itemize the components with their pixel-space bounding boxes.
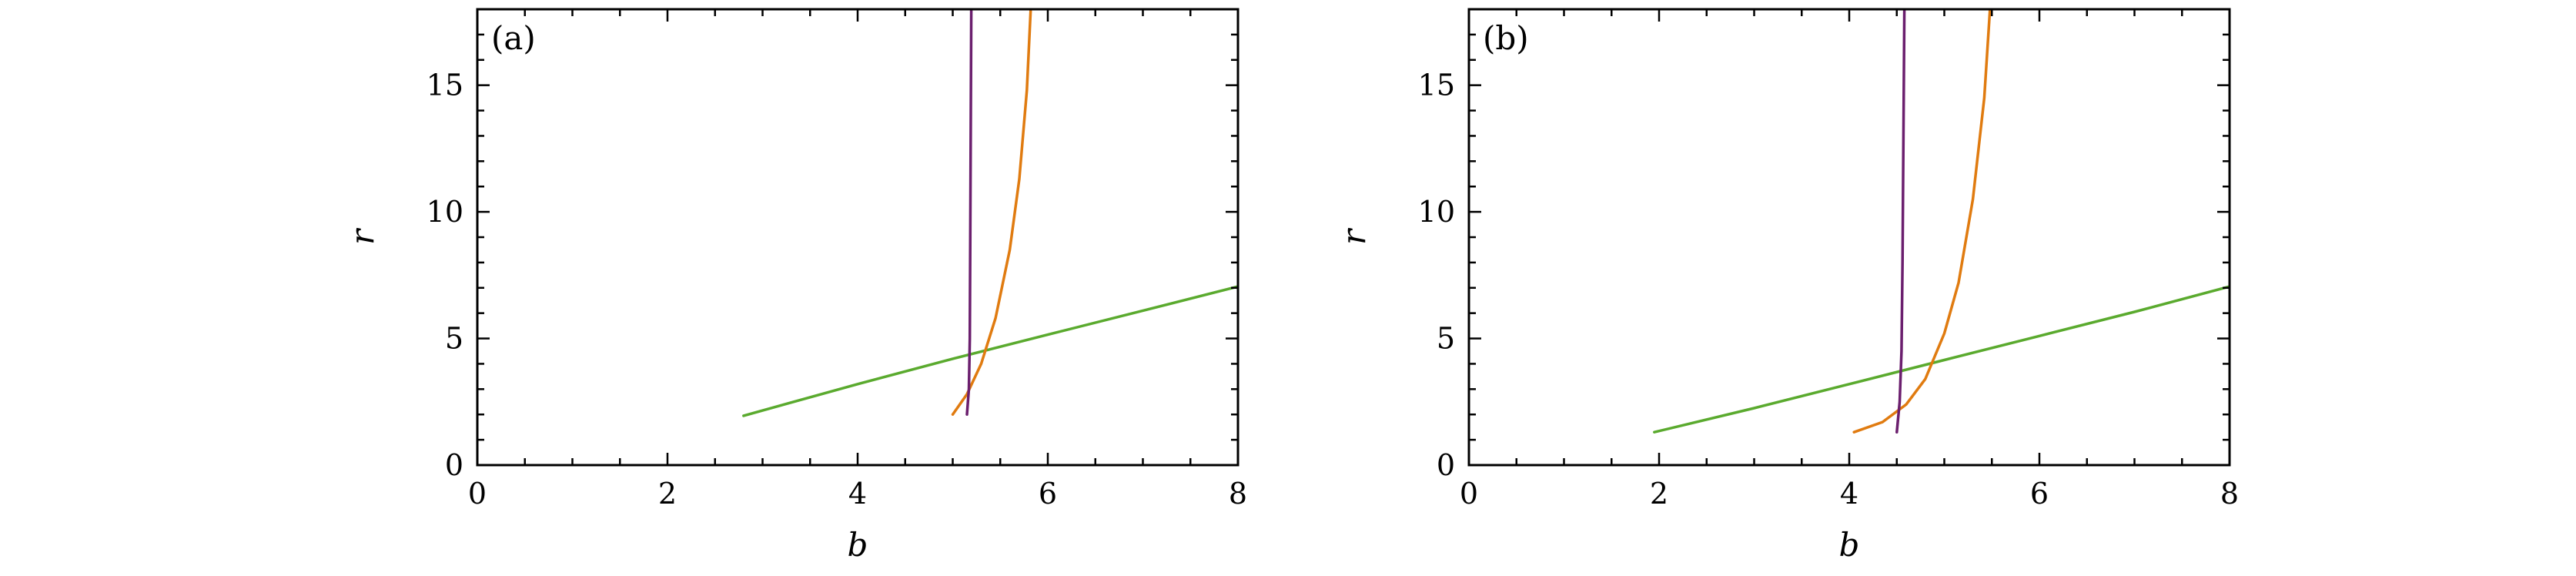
x-tick-label: 4: [848, 477, 867, 511]
x-tick-label: 2: [658, 477, 677, 511]
x-axis-title: b: [1839, 526, 1860, 564]
series-line-1: [1653, 285, 2230, 434]
x-tick-label: 0: [468, 477, 487, 511]
series-line-2: [951, 9, 1032, 416]
series-line-3: [965, 9, 973, 416]
y-tick-label: 15: [427, 69, 463, 102]
y-tick-label: 15: [1418, 69, 1455, 102]
panel-label: (b): [1483, 19, 1529, 57]
series-line-3: [1895, 9, 1906, 434]
plot-frame: [476, 8, 1239, 467]
x-tick-label: 0: [1460, 477, 1478, 511]
y-axis-title: r: [1335, 227, 1373, 245]
y-tick-label: 0: [1437, 448, 1455, 482]
y-tick-label: 10: [1418, 195, 1455, 229]
x-axis-title: b: [848, 526, 868, 564]
panel-label: (a): [491, 19, 536, 57]
x-tick-label: 2: [1650, 477, 1668, 511]
y-tick-label: 10: [427, 195, 463, 229]
y-tick-label: 5: [445, 322, 463, 356]
series-line-2: [1852, 9, 1992, 434]
x-tick-label: 8: [1229, 477, 1247, 511]
x-tick-label: 8: [2220, 477, 2239, 511]
y-tick-label: 0: [445, 448, 463, 482]
y-tick-label: 5: [1437, 322, 1455, 356]
x-tick-label: 4: [1840, 477, 1858, 511]
plot-frame: [1467, 8, 2231, 467]
series-line-1: [742, 285, 1238, 417]
chart-panel-b: 0 2 4 6 8 0 5 10 15 b r (b): [1335, 8, 2239, 564]
chart-panel-a: 0 2 4 6 8 0 5 10 15 b r (a): [343, 8, 1247, 564]
y-axis-title: r: [343, 227, 381, 245]
x-tick-label: 6: [2030, 477, 2049, 511]
x-tick-label: 6: [1039, 477, 1057, 511]
